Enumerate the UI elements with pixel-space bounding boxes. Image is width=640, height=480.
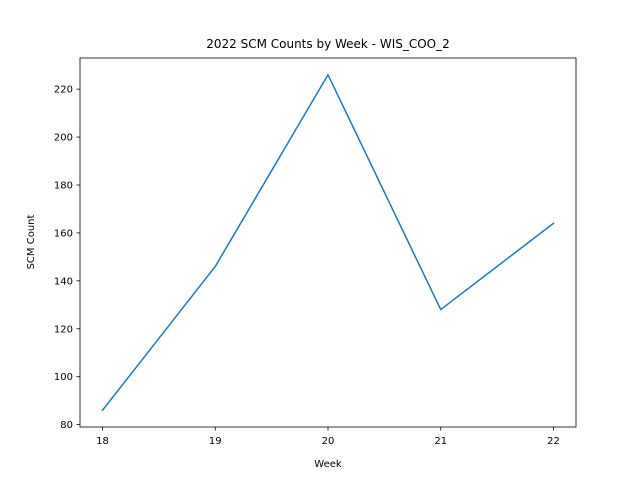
chart-title: 2022 SCM Counts by Week - WIS_COO_2 [206,37,450,51]
y-tick-label: 120 [54,324,73,335]
x-axis: 18 19 20 21 22 [96,427,560,447]
y-axis-label: SCM Count [26,215,37,270]
series-line-0 [101,74,555,412]
y-axis: 80 100 120 140 160 180 200 220 [54,85,80,431]
x-tick-label: 22 [547,436,560,447]
y-tick-label: 200 [54,133,73,144]
x-axis-label: Week [314,459,342,470]
x-tick-label: 21 [434,436,447,447]
y-tick-label: 180 [54,180,73,191]
x-tick-label: 20 [322,436,335,447]
x-tick-label: 18 [96,436,109,447]
y-tick-label: 140 [54,276,73,287]
y-tick-label: 220 [54,85,73,96]
y-tick-label: 100 [54,372,73,383]
x-tick-label: 19 [209,436,222,447]
y-tick-label: 160 [54,228,73,239]
y-tick-label: 80 [60,420,73,431]
